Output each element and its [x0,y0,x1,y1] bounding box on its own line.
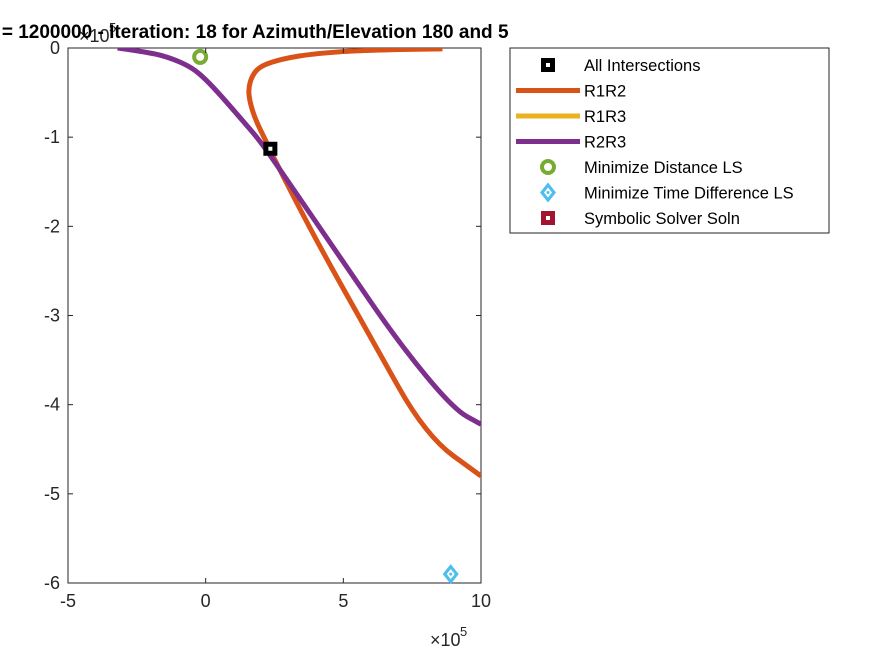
legend-entry-minimize-time-difference-ls: Minimize Time Difference LS [540,182,794,203]
legend-label: All Intersections [584,57,700,75]
series-line-r2r3 [117,48,481,427]
x-multiplier-text: ×10 [430,630,461,650]
legend-label: R2R3 [584,134,626,152]
marker-all-intersections [263,141,278,156]
x-axis-ticks: -5 0 5 10 [60,48,491,611]
y-tick-label: -5 [44,484,60,504]
legend-label: Minimize Distance LS [584,159,743,177]
legend-entry-r1r2: R1R2 [516,83,626,101]
x-tick-label: 5 [338,591,348,611]
marker-layer [192,48,459,585]
legend-entry-all-intersections: All Intersections [541,57,700,75]
legend-marker-swatch [541,211,555,225]
x-multiplier-exponent: 5 [460,624,467,639]
legend-entry-minimize-distance-ls: Minimize Distance LS [540,159,743,177]
plot-area[interactable]: -5 0 5 10 0-1-2-3-4-5-6 [44,38,491,611]
legend-entries: All Intersections R1R2 R1R3 R2R3 Minimize Di… [516,57,794,228]
legend-marker-swatch [540,182,556,203]
y-multiplier-exponent: 5 [109,20,116,35]
y-axis-ticks: 0 -1 -2 -3 -4 -5 -6 [44,38,481,593]
legend-label: R1R3 [584,108,626,126]
series-line-r1r2 [246,48,481,479]
y-tick-label: -6 [44,573,60,593]
axes-box [67,47,482,584]
legend-label: Symbolic Solver Soln [584,210,740,228]
y-tick-label: 0 [50,38,60,58]
y-tick-label: -3 [44,306,60,326]
y-tick-label: -2 [44,216,60,236]
x-tick-label: -5 [60,591,76,611]
series-layer [117,48,481,479]
marker-minimize-time-difference-ls [442,564,459,585]
legend-entry-r1r3: R1R3 [516,108,626,126]
chart-title: e = 1200000 - Iteration: 18 for Azimuth/… [0,22,509,43]
legend[interactable]: All Intersections R1R2 R1R3 R2R3 Minimize Di… [509,47,830,234]
x-tick-label: 10 [471,591,491,611]
y-tick-label: -1 [44,127,60,147]
legend-label: R1R2 [584,83,626,101]
x-exponent-label: ×10 5 [430,624,467,650]
y-exponent-label: ×10 5 [79,20,116,46]
legend-entry-symbolic-solver-soln: Symbolic Solver Soln [541,210,740,228]
legend-marker-swatch [540,159,556,175]
marker-minimize-distance-ls [192,48,209,65]
legend-marker-swatch [541,58,555,72]
y-multiplier-text: ×10 [79,26,110,46]
x-tick-label: 0 [201,591,211,611]
legend-entry-r2r3: R2R3 [516,134,626,152]
y-tick-label: -4 [44,395,60,415]
legend-label: Minimize Time Difference LS [584,185,794,203]
